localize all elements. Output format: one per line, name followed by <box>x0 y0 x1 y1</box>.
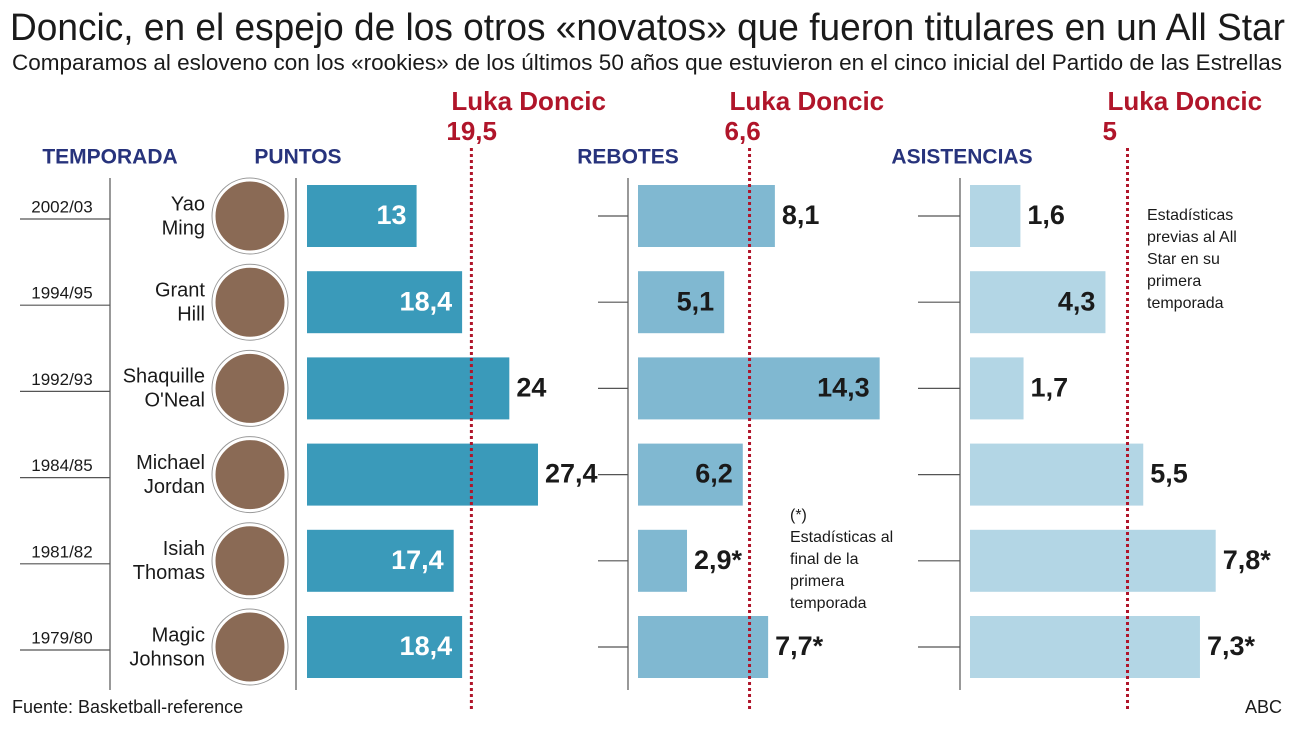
bar <box>307 357 510 420</box>
side-note: Estadísticas previas al All Star en su p… <box>1147 207 1237 312</box>
player-photo-ring <box>211 177 289 255</box>
bar <box>638 271 725 334</box>
bar <box>638 357 880 420</box>
season: 1979/80 <box>31 628 92 647</box>
value-label: 7,3* <box>1207 631 1256 661</box>
player-name: Yao <box>171 193 205 215</box>
season: 1992/93 <box>31 370 92 389</box>
player-name: Grant <box>155 279 205 301</box>
value-label: 4,3 <box>1058 286 1096 316</box>
value-label: 18,4 <box>400 286 453 316</box>
player-photo <box>212 523 288 599</box>
player-photo <box>212 437 288 513</box>
bar <box>307 616 463 678</box>
panel-title: ASISTENCIAS <box>891 146 1032 169</box>
player-photo <box>212 609 288 685</box>
reference-name: Luka Doncic <box>1108 86 1263 116</box>
reference-name: Luka Doncic <box>730 86 885 116</box>
value-label: 7,8* <box>1223 545 1272 575</box>
player-photo <box>212 350 288 426</box>
value-label: 17,4 <box>391 545 444 575</box>
value-label: 8,1 <box>782 200 820 230</box>
bar <box>307 185 417 247</box>
player-name: Shaquille <box>123 366 205 388</box>
season: 1981/82 <box>31 542 92 561</box>
player-name: Ming <box>162 217 205 239</box>
value-label: 13 <box>377 200 407 230</box>
player-name: Isiah <box>163 538 205 560</box>
player-photo <box>212 178 288 254</box>
bar <box>638 529 688 592</box>
bar <box>970 616 1200 678</box>
reference-label: 19,5 <box>446 116 497 146</box>
player-name: Thomas <box>133 562 205 584</box>
bar <box>970 357 1024 420</box>
subtitle: Comparamos al esloveno con los «rookies»… <box>12 50 1282 75</box>
player-photo-ring <box>211 522 289 600</box>
player-name: O'Neal <box>144 390 205 412</box>
bar <box>970 185 1021 247</box>
value-label: 14,3 <box>817 373 870 403</box>
player-photo-ring <box>211 263 289 341</box>
value-label: 5,1 <box>677 286 715 316</box>
bar <box>970 271 1106 334</box>
player-name: Hill <box>177 303 205 325</box>
note-text: Estadísticas al final de la primera temp… <box>790 529 894 612</box>
source: Fuente: Basketball-reference <box>12 697 243 717</box>
bar <box>307 529 454 592</box>
player-photo-ring <box>211 349 289 427</box>
value-label: 6,2 <box>695 459 733 489</box>
value-label: 5,5 <box>1150 459 1188 489</box>
bar <box>638 443 743 506</box>
player-name: Johnson <box>129 648 205 670</box>
season: 2002/03 <box>31 197 92 216</box>
bar <box>970 529 1216 592</box>
value-label: 7,7* <box>775 631 824 661</box>
player-photo-ring <box>211 436 289 514</box>
value-label: 1,6 <box>1027 200 1065 230</box>
reference-name: Luka Doncic <box>451 86 606 116</box>
bar <box>307 271 463 334</box>
bar <box>638 616 769 678</box>
season: 1984/85 <box>31 456 92 475</box>
credit: ABC <box>1245 697 1282 717</box>
player-name: Magic <box>152 624 205 646</box>
player-photo <box>212 264 288 340</box>
title: Doncic, en el espejo de los otros «novat… <box>10 7 1285 49</box>
season-header: TEMPORADA <box>42 146 177 169</box>
panel-title: PUNTOS <box>254 146 341 169</box>
season: 1994/95 <box>31 284 92 303</box>
player-name: Michael <box>136 452 205 474</box>
value-label: 1,7 <box>1031 373 1069 403</box>
reference-label: 5 <box>1103 116 1117 146</box>
player-photo-ring <box>211 608 289 686</box>
player-name: Jordan <box>144 476 205 498</box>
bar <box>970 443 1144 506</box>
panel-title: REBOTES <box>577 146 679 169</box>
reference-label: 6,6 <box>725 116 761 146</box>
value-label: 27,4 <box>545 459 598 489</box>
value-label: 18,4 <box>400 631 453 661</box>
value-label: 2,9* <box>694 545 743 575</box>
value-label: 24 <box>516 373 546 403</box>
note-marker: (*) <box>790 507 807 524</box>
bar <box>307 443 538 506</box>
bar <box>638 185 775 247</box>
